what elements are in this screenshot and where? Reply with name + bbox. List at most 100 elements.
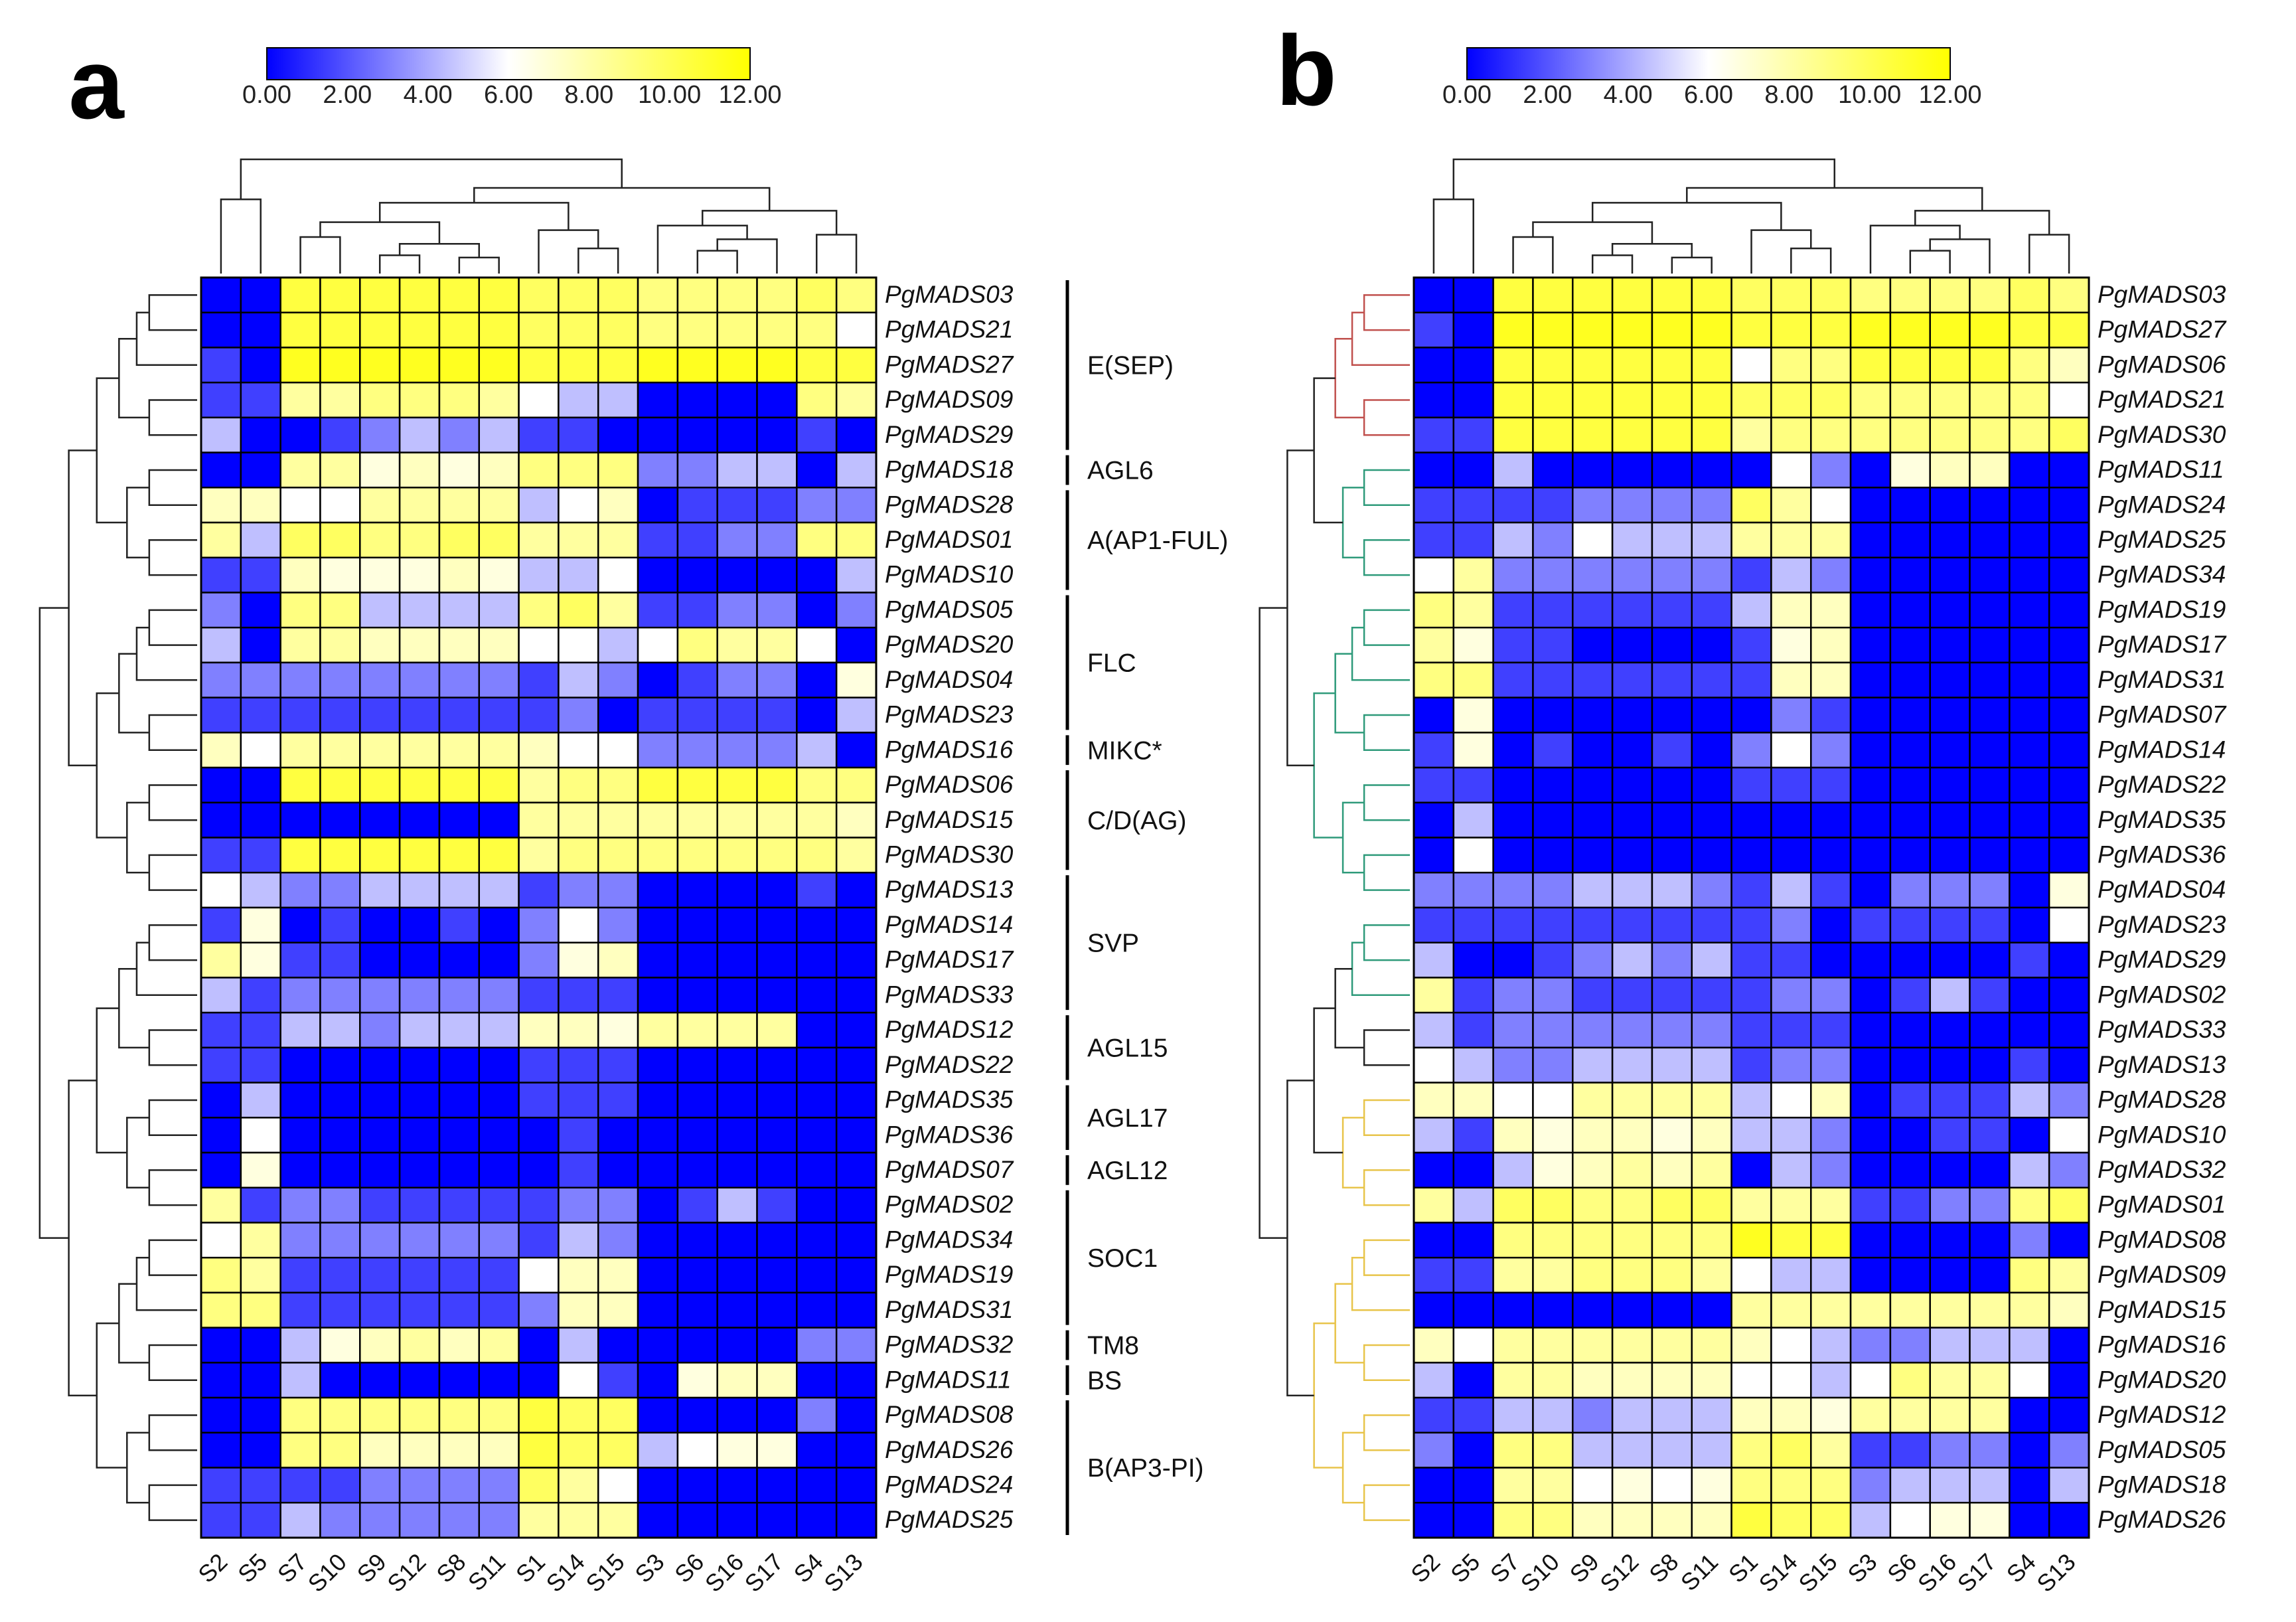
heatmap-cell <box>2048 381 2090 419</box>
heatmap-cell <box>1611 1186 1653 1224</box>
heatmap-cell <box>1532 1222 1574 1259</box>
dendrogram-branch <box>1334 968 1365 1049</box>
heatmap-cell <box>597 1467 639 1504</box>
heatmap-cell <box>1413 977 1455 1014</box>
heatmap-cell <box>558 1186 599 1224</box>
dendrogram-branch <box>1532 221 1653 244</box>
heatmap-cell <box>756 1502 798 1539</box>
heatmap-cell <box>756 1431 798 1469</box>
heatmap-cell <box>1889 347 1931 384</box>
dendrogram-branch <box>118 338 149 419</box>
dendrogram-branch <box>1341 801 1365 874</box>
heatmap-cell <box>1492 1256 1534 1294</box>
gene-label: PgMADS13 <box>885 876 1014 903</box>
heatmap-cell <box>359 381 401 419</box>
heatmap-cell <box>240 1291 281 1329</box>
heatmap-cell <box>240 1151 281 1189</box>
heatmap-cell <box>1969 626 2011 664</box>
dendrogram-branch <box>240 158 623 200</box>
heatmap-cell <box>1691 1396 1732 1434</box>
heatmap-cell <box>716 1082 758 1119</box>
heatmap-cell <box>637 1222 679 1259</box>
heatmap-cell <box>1611 1011 1653 1049</box>
heatmap-cell <box>240 801 281 839</box>
heatmap-cell <box>359 941 401 979</box>
heatmap-cell <box>1929 1011 1971 1049</box>
heatmap-cell <box>478 592 520 629</box>
heatmap-cell <box>1849 381 1892 419</box>
heatmap-cell <box>2048 1327 2090 1364</box>
heatmap-cell <box>796 1186 838 1224</box>
heatmap-cell <box>597 1256 639 1294</box>
heatmap-cell <box>1532 837 1574 874</box>
heatmap-cell <box>1969 766 2011 804</box>
gene-label: PgMADS10 <box>885 561 1014 588</box>
dendrogram-branch <box>1351 941 1410 997</box>
heatmap-cell <box>1849 1222 1892 1259</box>
heatmap-cell <box>279 661 321 698</box>
heatmap-cell <box>1929 416 1971 453</box>
heatmap-cell <box>1849 1362 1892 1399</box>
heatmap-cell <box>637 1327 679 1364</box>
heatmap-cell <box>1413 1011 1455 1049</box>
heatmap-cell <box>716 1186 758 1224</box>
heatmap-cell <box>1691 661 1732 698</box>
heatmap-cell <box>716 556 758 594</box>
heatmap-cell <box>756 1327 798 1364</box>
gene-label: PgMADS35 <box>885 1086 1014 1113</box>
heatmap-cell <box>1849 1467 1892 1504</box>
heatmap-cell <box>1849 592 1892 629</box>
heatmap-cell <box>756 1011 798 1049</box>
heatmap-cell <box>478 661 520 698</box>
heatmap-cell <box>478 1327 520 1364</box>
dendrogram-branch <box>1341 1117 1365 1189</box>
heatmap-cell <box>1572 941 1614 979</box>
dendrogram-branch <box>577 247 619 274</box>
heatmap-cell <box>1691 1082 1732 1119</box>
heatmap-cell <box>835 626 878 664</box>
heatmap-cell <box>1929 1222 1971 1259</box>
heatmap-cell <box>1730 732 1772 769</box>
heatmap-cell <box>1691 1186 1732 1224</box>
heatmap-cell <box>835 416 878 453</box>
heatmap-cell <box>1611 1117 1653 1154</box>
heatmap-cell <box>279 626 321 664</box>
heatmap-cell <box>1452 1256 1494 1294</box>
dendrogram-branch <box>1790 247 1832 274</box>
heatmap-cell <box>597 626 639 664</box>
heatmap-cell <box>1492 732 1534 769</box>
heatmap-cell <box>1611 696 1653 734</box>
heatmap-cell <box>398 381 441 419</box>
heatmap-cell <box>240 732 281 769</box>
heatmap-cell <box>1691 592 1732 629</box>
dendrogram-branch <box>148 1169 197 1206</box>
heatmap-cell <box>1849 1186 1892 1224</box>
heatmap-cell <box>756 592 798 629</box>
gene-label: PgMADS23 <box>885 701 1014 728</box>
heatmap-cell <box>1730 1431 1772 1469</box>
heatmap-cell <box>1889 556 1931 594</box>
gene-label: PgMADS08 <box>2098 1226 2226 1253</box>
dendrogram-branch <box>1286 449 1314 767</box>
sample-label: S12 <box>382 1548 431 1597</box>
heatmap-cell <box>1969 1327 2011 1364</box>
heatmap-cell <box>240 1396 281 1434</box>
dendrogram-branch <box>1363 714 1410 751</box>
dendrogram-branch <box>1313 377 1343 524</box>
heatmap-cell <box>359 766 401 804</box>
heatmap-cell <box>1929 451 1971 489</box>
heatmap-cell <box>1969 311 2011 349</box>
heatmap-cell <box>1809 1117 1852 1154</box>
heatmap-cell <box>1452 1467 1494 1504</box>
heatmap-cell <box>1492 766 1534 804</box>
heatmap-cell <box>1730 1046 1772 1084</box>
heatmap-cell <box>2048 801 2090 839</box>
heatmap-cell <box>438 1502 481 1539</box>
heatmap-cell <box>1929 381 1971 419</box>
heatmap-cell <box>1691 977 1732 1014</box>
heatmap-cell <box>1770 1256 1812 1294</box>
dendrogram-branch <box>148 1484 197 1521</box>
dendrogram-branch <box>816 234 858 274</box>
dendrogram-branch <box>68 1080 97 1397</box>
heatmap-cell <box>319 1502 361 1539</box>
